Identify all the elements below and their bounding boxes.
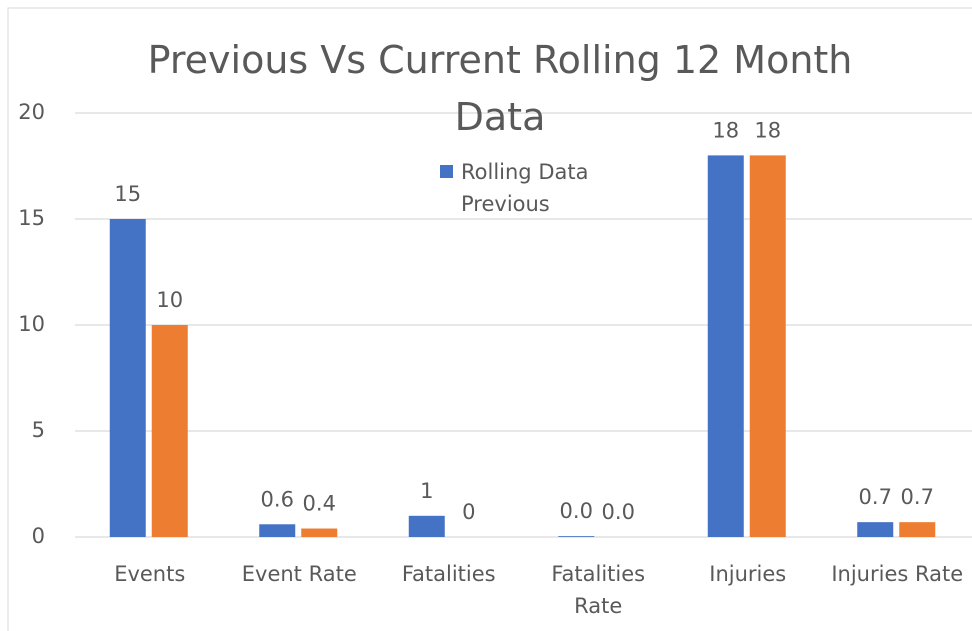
y-tick-label: 5 — [32, 418, 45, 442]
legend-entry: Rolling Data Previous — [440, 156, 630, 220]
legend-label: Rolling Data Previous — [461, 160, 589, 216]
legend: Rolling Data Previous — [440, 156, 630, 220]
bar — [151, 325, 188, 537]
x-tick-label: Injuries — [709, 562, 787, 586]
data-label: 0.0 — [560, 499, 593, 523]
data-label: 0.7 — [901, 485, 934, 509]
data-label: 0 — [462, 500, 475, 524]
bar — [408, 515, 445, 537]
data-label: 18 — [712, 118, 739, 142]
x-tick-label: Event Rate — [241, 562, 357, 586]
data-label: 0.7 — [859, 485, 892, 509]
bar — [899, 522, 936, 537]
chart-border — [7, 7, 972, 631]
bar — [857, 522, 894, 537]
y-tick-label: 20 — [18, 100, 45, 124]
data-label: 0.6 — [261, 487, 294, 511]
bar — [749, 155, 786, 537]
y-tick-label: 15 — [18, 206, 45, 230]
y-tick-label: 0 — [32, 524, 45, 548]
bar — [259, 524, 296, 537]
data-label: 1 — [420, 479, 433, 503]
x-tick-label: Events — [114, 562, 186, 586]
data-label: 0.4 — [303, 492, 336, 516]
y-tick-label: 10 — [18, 312, 45, 336]
bar — [301, 528, 338, 537]
chart-title: Previous Vs Current Rolling 12 Month Dat… — [147, 38, 853, 139]
bar — [109, 219, 146, 537]
bar — [707, 155, 744, 537]
x-tick-label: Injuries Rate — [831, 562, 964, 586]
data-label: 18 — [754, 118, 781, 142]
data-label: 10 — [156, 288, 183, 312]
x-tick-label: Fatalities Rate — [551, 562, 646, 618]
x-tick-label: Fatalities — [401, 562, 496, 586]
data-label: 15 — [114, 182, 141, 206]
legend-swatch — [440, 165, 453, 178]
data-label: 0.0 — [602, 500, 635, 524]
bar — [558, 536, 595, 537]
